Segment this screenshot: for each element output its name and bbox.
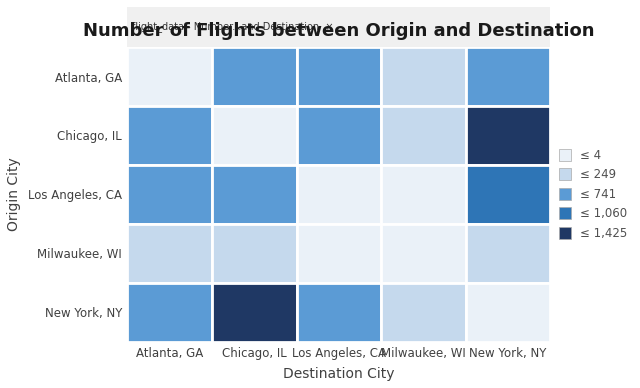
Y-axis label: Origin City: Origin City xyxy=(7,158,21,231)
Legend: ≤ 4, ≤ 249, ≤ 741, ≤ 1,060, ≤ 1,425: ≤ 4, ≤ 249, ≤ 741, ≤ 1,060, ≤ 1,425 xyxy=(554,144,632,244)
Bar xyxy=(296,165,381,224)
Bar xyxy=(127,47,212,106)
Bar xyxy=(127,224,212,283)
Bar xyxy=(381,224,466,283)
Bar xyxy=(381,47,466,106)
Bar xyxy=(296,283,381,341)
X-axis label: Destination City: Destination City xyxy=(283,367,394,381)
Bar xyxy=(466,47,550,106)
Bar xyxy=(212,224,296,283)
Bar xyxy=(212,47,296,106)
Bar xyxy=(381,106,466,165)
Bar xyxy=(466,283,550,341)
Bar xyxy=(466,224,550,283)
Bar xyxy=(212,283,296,341)
Bar xyxy=(127,106,212,165)
Bar xyxy=(296,224,381,283)
Bar xyxy=(127,283,212,341)
Bar xyxy=(381,165,466,224)
Bar xyxy=(127,165,212,224)
Bar xyxy=(381,283,466,341)
Text: flight_data - Number...and Destination  ×: flight_data - Number...and Destination × xyxy=(132,22,333,33)
Bar xyxy=(212,165,296,224)
Bar xyxy=(212,106,296,165)
Title: Number of Flights between Origin and Destination: Number of Flights between Origin and Des… xyxy=(83,22,595,40)
Bar xyxy=(466,106,550,165)
Bar xyxy=(466,165,550,224)
Bar xyxy=(296,47,381,106)
Bar xyxy=(296,106,381,165)
